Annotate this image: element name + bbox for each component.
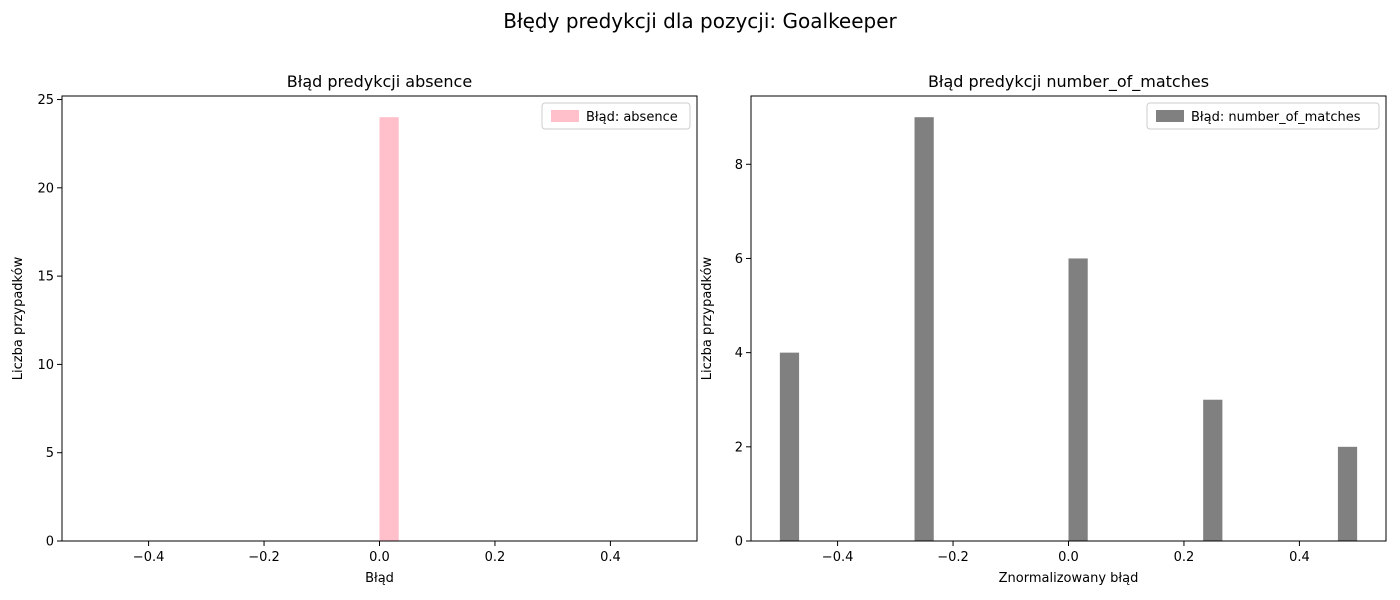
legend-box	[541, 102, 691, 130]
y-tick-label: 15	[37, 270, 54, 285]
legend-box	[1146, 102, 1380, 130]
y-tick-label: 25	[37, 93, 54, 108]
y-tick-label: 5	[46, 446, 54, 461]
legend-label: Błąd: number_of_matches	[1191, 110, 1361, 125]
y-tick-label: 8	[735, 158, 743, 173]
bar	[1068, 258, 1088, 541]
bar	[779, 352, 800, 541]
legend-label: Błąd: absence	[586, 110, 678, 125]
x-axis-label: Błąd	[365, 571, 394, 586]
bar	[1203, 399, 1223, 541]
figure-title: Błędy predykcji dla pozycji: Goalkeeper	[503, 9, 897, 33]
x-tick-label: −0.4	[822, 550, 854, 565]
legend-swatch	[1156, 110, 1184, 122]
x-tick-label: 0.0	[369, 550, 390, 565]
x-tick-label: −0.2	[937, 550, 969, 565]
x-tick-label: 0.0	[1058, 550, 1079, 565]
chart-number-of-matches: −0.4 −0.2 0.0 0.2 0.4 0 2 4 6 8 Błąd predykcji num…	[700, 72, 1387, 586]
chart-absence: −0.4 −0.2 0.0 0.2 0.4 0 5 10 15 20 25 Błąd predykcj…	[11, 72, 698, 586]
y-axis-label: Liczba przypadków	[11, 256, 26, 380]
x-tick-label: 0.4	[600, 550, 621, 565]
bar	[914, 117, 934, 541]
chart-title: Błąd predykcji absence	[287, 72, 472, 91]
x-tick-label: 0.4	[1289, 550, 1310, 565]
y-tick-label: 4	[735, 346, 743, 361]
x-tick-label: −0.4	[133, 550, 165, 565]
y-tick-label: 10	[37, 358, 54, 373]
y-tick-label: 0	[46, 535, 54, 550]
legend-swatch	[551, 110, 579, 122]
x-tick-label: 0.2	[485, 550, 506, 565]
y-tick-label: 0	[735, 535, 743, 550]
x-tick-label: −0.2	[248, 550, 280, 565]
y-tick-label: 2	[735, 440, 743, 455]
y-tick-label: 6	[735, 252, 743, 267]
y-tick-label: 20	[37, 181, 54, 196]
bar	[379, 117, 399, 541]
bar	[1337, 446, 1358, 541]
chart-title: Błąd predykcji number_of_matches	[928, 72, 1209, 92]
y-axis-label: Liczba przypadków	[700, 256, 715, 380]
x-axis-label: Znormalizowany błąd	[999, 571, 1139, 586]
x-tick-label: 0.2	[1174, 550, 1195, 565]
